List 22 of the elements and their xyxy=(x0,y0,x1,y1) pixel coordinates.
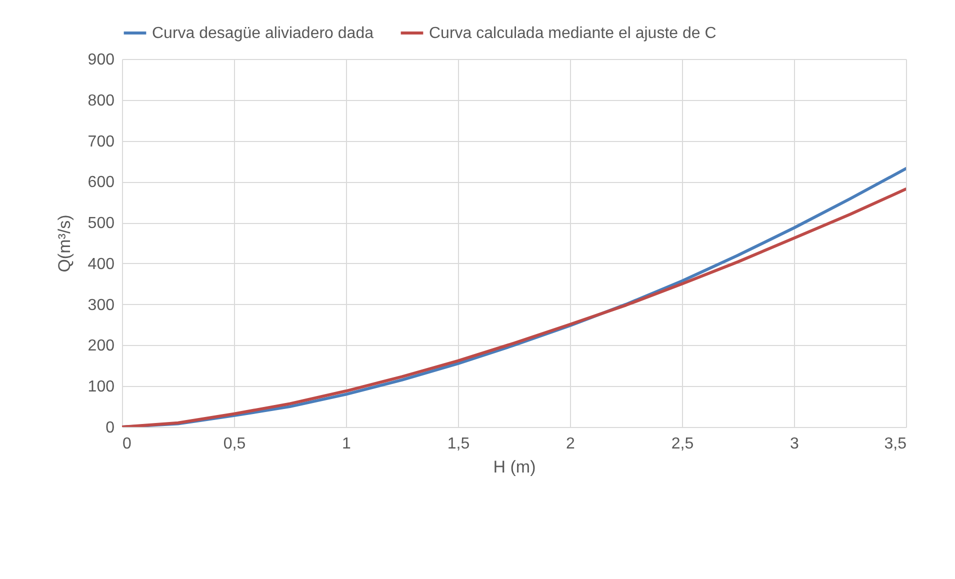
legend-label: Curva calculada mediante el ajuste de C xyxy=(429,25,716,42)
y-tick-label: 900 xyxy=(88,52,115,68)
y-axis-title: Q(m³/s) xyxy=(54,214,74,272)
y-tick-label: 800 xyxy=(88,92,115,110)
x-tick-label: 3,5 xyxy=(884,436,907,452)
y-tick-label: 200 xyxy=(88,338,115,355)
y-tick-label: 400 xyxy=(88,256,115,273)
x-axis-title: H (m) xyxy=(493,458,536,476)
x-tick-label: 1 xyxy=(342,436,352,452)
y-tick-label: 300 xyxy=(88,296,115,314)
x-tick-label: 0,5 xyxy=(223,436,246,452)
x-tick-label: 0 xyxy=(122,436,132,452)
legend-label: Curva desagüe aliviadero dada xyxy=(152,25,374,42)
x-tick-label: 1,5 xyxy=(447,436,470,452)
x-tick-label: 2,5 xyxy=(671,436,694,452)
x-tick-label: 3 xyxy=(790,436,800,452)
y-tick-label: 700 xyxy=(88,133,115,150)
x-tick-label: 2 xyxy=(566,436,576,452)
y-tick-label: 600 xyxy=(88,174,115,192)
y-tick-label: 0 xyxy=(106,420,115,436)
y-tick-label: 500 xyxy=(88,215,115,232)
y-tick-label: 100 xyxy=(88,378,115,396)
